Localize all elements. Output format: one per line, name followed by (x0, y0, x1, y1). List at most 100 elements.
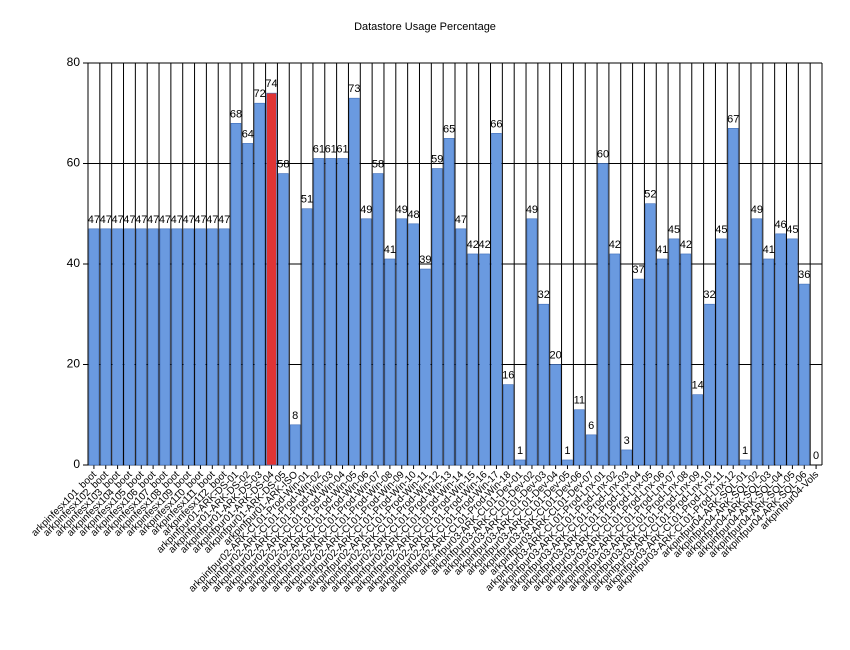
value-label: 58 (277, 159, 289, 171)
value-label: 66 (490, 118, 502, 130)
value-label: 42 (609, 239, 621, 251)
bar (278, 173, 289, 466)
value-label: 37 (632, 264, 644, 276)
bar (325, 158, 336, 466)
value-label: 47 (455, 214, 467, 226)
value-label: 47 (183, 214, 195, 226)
y-tick-label: 0 (73, 457, 80, 471)
y-tick-label: 80 (67, 55, 81, 69)
value-label: 47 (123, 214, 135, 226)
value-label: 1 (742, 445, 748, 457)
bar (704, 303, 715, 466)
value-label: 11 (574, 395, 585, 407)
bar (289, 424, 301, 466)
y-tick-label: 60 (67, 156, 81, 170)
value-label: 47 (88, 214, 100, 226)
value-label: 6 (588, 420, 594, 432)
value-label: 41 (384, 244, 396, 256)
bar (645, 203, 656, 466)
value-label: 39 (419, 254, 431, 266)
value-label: 16 (502, 370, 514, 382)
bar (420, 268, 431, 466)
bar (798, 283, 810, 466)
bar (349, 97, 360, 466)
value-label: 20 (550, 350, 562, 362)
value-label: 52 (644, 189, 656, 201)
bar (491, 133, 502, 466)
value-label: 45 (668, 224, 680, 236)
value-label: 65 (443, 123, 455, 135)
value-label: 14 (692, 380, 704, 392)
bar (230, 123, 242, 466)
bar (656, 258, 668, 466)
bar (692, 394, 703, 466)
value-label: 47 (218, 214, 230, 226)
bar (574, 409, 585, 466)
value-label: 36 (798, 269, 810, 281)
value-label: 68 (230, 108, 242, 120)
value-label: 42 (478, 239, 490, 251)
bar (147, 228, 159, 466)
bar (443, 138, 455, 466)
value-label: 47 (206, 214, 218, 226)
bar (313, 158, 325, 466)
value-label: 42 (467, 239, 479, 251)
value-label: 45 (786, 224, 798, 236)
value-label: 72 (254, 88, 266, 100)
value-label: 45 (715, 224, 727, 236)
value-label: 67 (727, 113, 739, 125)
value-label: 64 (242, 128, 254, 140)
bar (503, 384, 514, 466)
bar (597, 163, 609, 466)
bar (337, 158, 348, 466)
value-label: 61 (336, 143, 348, 155)
bar (266, 92, 277, 466)
value-label: 1 (564, 445, 570, 457)
bar (526, 218, 538, 466)
value-label: 41 (763, 244, 775, 256)
y-tick-label: 20 (67, 357, 81, 371)
value-label: 46 (774, 219, 786, 231)
value-label: 58 (372, 159, 384, 171)
bar (100, 228, 112, 466)
bar (455, 228, 467, 466)
value-label: 47 (159, 214, 171, 226)
bar (621, 449, 632, 466)
bar (514, 459, 526, 466)
value-label: 47 (147, 214, 159, 226)
value-label: 47 (111, 214, 123, 226)
value-label: 49 (360, 204, 372, 216)
value-label: 42 (680, 239, 692, 251)
value-label: 61 (313, 143, 325, 155)
bar (207, 228, 218, 466)
value-label: 47 (171, 214, 183, 226)
bar (88, 228, 100, 466)
bar (775, 233, 786, 466)
bar (183, 228, 194, 466)
bar (763, 258, 774, 466)
bar (408, 223, 419, 466)
value-label: 47 (135, 214, 147, 226)
chart-title: Datastore Usage Percentage (354, 21, 496, 33)
value-label: 32 (538, 289, 550, 301)
y-tick-label: 40 (67, 256, 81, 270)
bar (609, 253, 621, 466)
value-label: 0 (813, 450, 819, 462)
bar (479, 253, 490, 466)
value-label: 49 (526, 204, 538, 216)
value-label: 73 (348, 83, 360, 95)
bar (751, 218, 763, 466)
value-label: 48 (407, 209, 419, 221)
bar (159, 228, 171, 466)
bar (124, 228, 135, 466)
bar (384, 258, 396, 466)
bar (112, 228, 123, 466)
value-label: 3 (624, 435, 630, 447)
bar (550, 364, 561, 466)
bar (633, 278, 644, 466)
value-label: 47 (100, 214, 112, 226)
bar (171, 228, 183, 466)
bar (562, 459, 573, 466)
bar (739, 459, 751, 466)
